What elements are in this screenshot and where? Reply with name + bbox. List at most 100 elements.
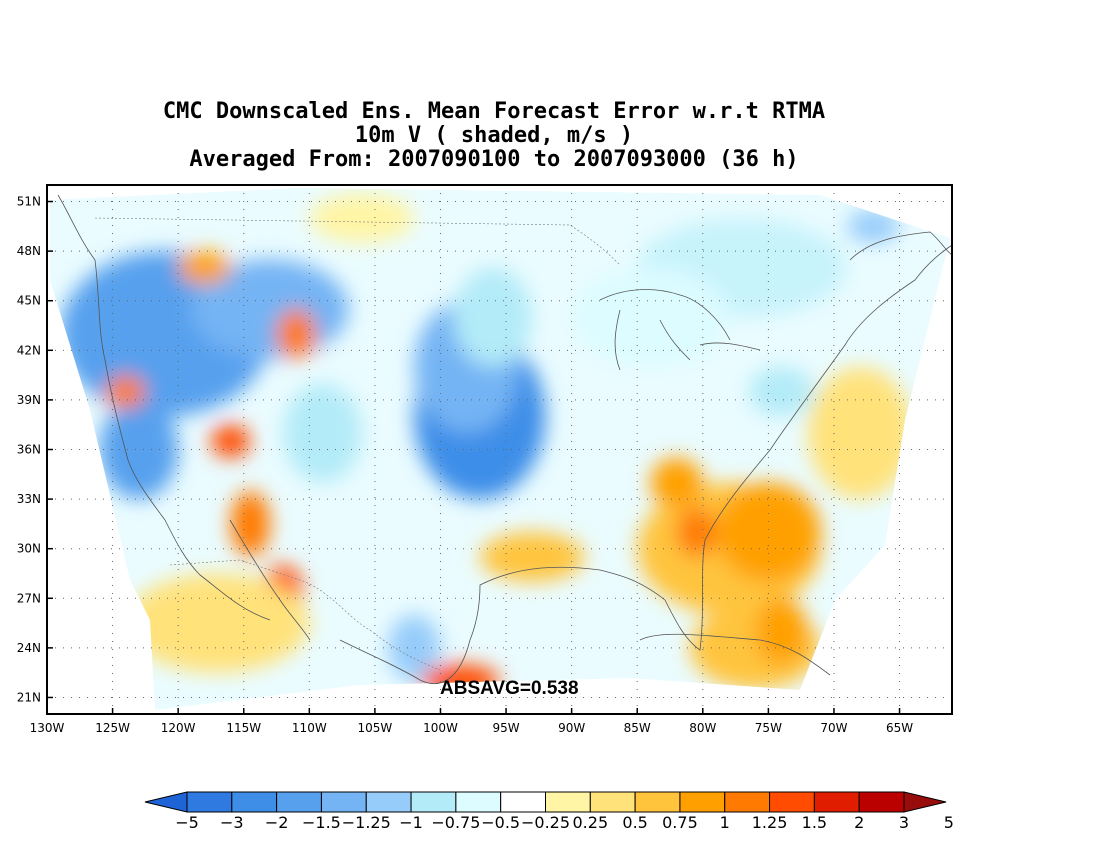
colorbar-swatch bbox=[813, 791, 860, 813]
colorbar-label: −1.5 bbox=[302, 813, 341, 832]
lat-tick-label: 51N bbox=[17, 195, 41, 209]
lat-tick-label: 39N bbox=[17, 393, 41, 407]
lat-tick-label: 45N bbox=[17, 294, 41, 308]
colorbar-label: 2 bbox=[854, 813, 864, 832]
lat-tick-label: 24N bbox=[17, 641, 41, 655]
colorbar-swatch bbox=[410, 791, 457, 813]
colorbar: −5 −3 −2 −1.5 −1.25 −1 −0.75 −0.5 −0.25 0.25 0.5 0.… bbox=[144, 791, 954, 832]
gulf-of-st-lawrence-line bbox=[849, 231, 952, 261]
absavg-annotation: ABSAVG=0.538 bbox=[440, 678, 579, 699]
field-blob bbox=[650, 457, 703, 508]
lon-tick-label: 105W bbox=[358, 721, 393, 735]
lon-tick-label: 90W bbox=[558, 721, 585, 735]
colorbar-swatch bbox=[724, 791, 771, 813]
field-blob bbox=[230, 490, 270, 557]
great-lakes-line bbox=[599, 289, 761, 371]
lon-tick-label: 70W bbox=[820, 721, 847, 735]
cuba-line bbox=[639, 633, 831, 676]
field-blob bbox=[283, 383, 362, 483]
lat-tick-label: 48N bbox=[17, 244, 41, 258]
title-line-3: Averaged From: 2007090100 to 2007093000 … bbox=[189, 147, 799, 172]
field-blob bbox=[106, 375, 146, 409]
colorbar-swatch bbox=[320, 791, 367, 813]
colorbar-label: −0.5 bbox=[481, 813, 520, 832]
title-line-1: CMC Downscaled Ens. Mean Forecast Error … bbox=[162, 99, 826, 124]
lon-tick-label: 125W bbox=[95, 721, 130, 735]
pacific-coast-line bbox=[57, 194, 271, 621]
colorbar-label: −0.75 bbox=[431, 813, 480, 832]
lon-tick-label: 115W bbox=[226, 721, 261, 735]
us-mexico-border bbox=[169, 559, 441, 671]
colorbar-label: −1 bbox=[399, 813, 423, 832]
colorbar-label: 3 bbox=[899, 813, 909, 832]
lon-tick-label: 80W bbox=[689, 721, 716, 735]
coastlines bbox=[57, 194, 952, 684]
map-title: CMC Downscaled Ens. Mean Forecast Error … bbox=[0, 100, 988, 172]
baja-gulf-coast-line bbox=[229, 519, 311, 641]
colorbar-arrow-low bbox=[144, 791, 188, 813]
field-blob bbox=[210, 424, 251, 458]
field-blob bbox=[847, 209, 900, 243]
lon-tick-label: 100W bbox=[423, 721, 458, 735]
shaded-field bbox=[50, 188, 950, 710]
field-blob bbox=[309, 193, 415, 243]
colorbar-label: −1.25 bbox=[342, 813, 391, 832]
field-blob bbox=[748, 366, 815, 417]
lon-tick-label: 85W bbox=[624, 721, 651, 735]
colorbar-label: −0.25 bbox=[521, 813, 570, 832]
colorbar-swatch bbox=[231, 791, 278, 813]
field-blob bbox=[807, 366, 913, 500]
colorbar-swatch bbox=[679, 791, 726, 813]
colorbar-label: 5 bbox=[944, 813, 954, 832]
colorbar-swatch bbox=[769, 791, 815, 813]
colorbar-swatch bbox=[858, 791, 905, 813]
field-blob bbox=[388, 614, 441, 681]
lon-tick-label: 130W bbox=[30, 721, 65, 735]
colorbar-swatch bbox=[365, 791, 412, 813]
colorbar-label: 1.25 bbox=[752, 813, 788, 832]
grid-lines bbox=[47, 185, 952, 714]
lon-tick-label: 120W bbox=[161, 721, 196, 735]
colorbar-label: 1 bbox=[720, 813, 730, 832]
lat-tick-label: 27N bbox=[17, 591, 41, 605]
colorbar-label: 0.75 bbox=[662, 813, 698, 832]
colorbar-swatch bbox=[545, 791, 591, 813]
colorbar-swatch bbox=[186, 791, 233, 813]
colorbar-swatch bbox=[500, 791, 546, 813]
lat-tick-label: 36N bbox=[17, 443, 41, 457]
lon-tick-label: 95W bbox=[492, 721, 519, 735]
lat-tick-label: 42N bbox=[17, 343, 41, 357]
us-canada-border bbox=[94, 217, 621, 266]
field-blob bbox=[453, 267, 533, 367]
colorbar-swatch bbox=[634, 791, 681, 813]
field-blob bbox=[755, 598, 808, 665]
lon-tick-label: 75W bbox=[755, 721, 782, 735]
longitude-axis: 130W 125W 120W 115W 110W 105W 100W 95W 90W 85W 80W… bbox=[30, 708, 913, 735]
field-blob bbox=[715, 482, 821, 582]
borders bbox=[94, 217, 621, 671]
field-blob bbox=[276, 308, 316, 359]
lat-tick-label: 33N bbox=[17, 492, 41, 506]
colorbar-label: 0.25 bbox=[573, 813, 609, 832]
colorbar-arrow-high bbox=[903, 791, 947, 813]
title-line-2: 10m V ( shaded, m/s ) bbox=[354, 123, 634, 148]
colorbar-label: −5 bbox=[175, 813, 199, 832]
colorbar-label: −3 bbox=[220, 813, 244, 832]
field-blob bbox=[676, 507, 716, 557]
field-blob bbox=[178, 251, 231, 285]
colorbar-label: 1.5 bbox=[802, 813, 827, 832]
field-blob bbox=[479, 532, 585, 582]
lat-tick-label: 30N bbox=[17, 542, 41, 556]
gulf-atlantic-coast-line bbox=[339, 244, 952, 684]
colorbar-label: −2 bbox=[265, 813, 289, 832]
field-blob bbox=[571, 267, 730, 367]
colorbar-swatch bbox=[455, 791, 502, 813]
lon-tick-label: 110W bbox=[292, 721, 327, 735]
latitude-axis: 51N 48N 45N 42N 39N 36N 33N 30N 27N 24N 21N bbox=[17, 195, 53, 704]
lon-tick-label: 65W bbox=[886, 721, 913, 735]
colorbar-swatch bbox=[276, 791, 322, 813]
colorbar-label: 0.5 bbox=[622, 813, 647, 832]
colorbar-swatch bbox=[589, 791, 636, 813]
lat-tick-label: 21N bbox=[17, 690, 41, 704]
